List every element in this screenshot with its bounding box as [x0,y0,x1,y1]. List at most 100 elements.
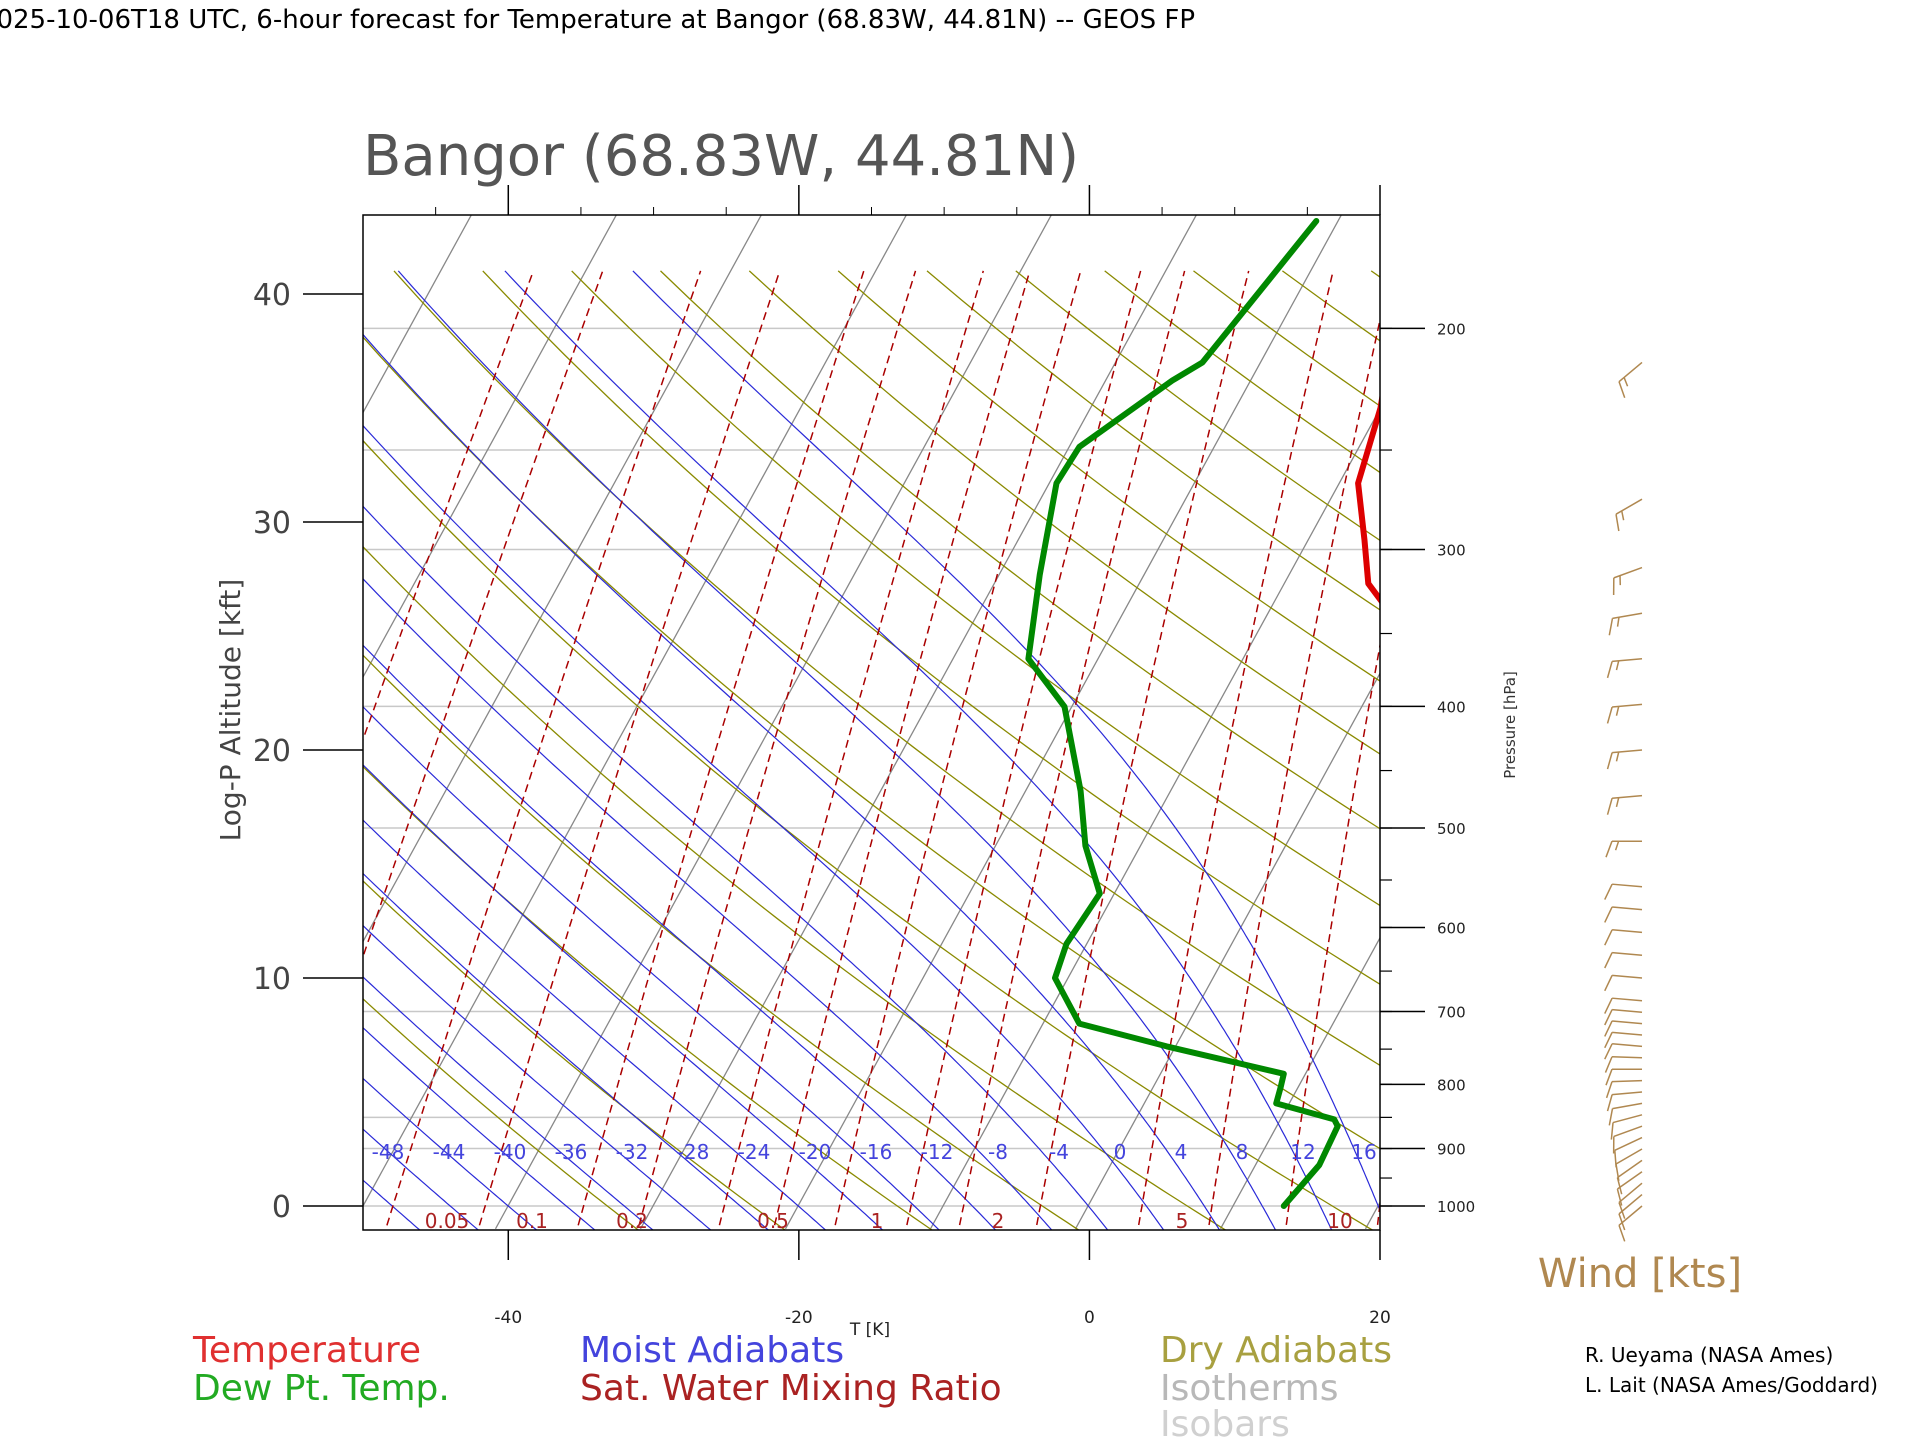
wind-barb-staff [1612,907,1642,910]
moist-adiabat-line [0,271,370,1238]
mixing-ratio-label: 10 [1327,1209,1352,1233]
legend-dry-adiabats: Dry Adiabats [1160,1330,1392,1371]
dry-adiabat-line [1815,271,1920,1238]
wind-barb [1605,930,1642,945]
pressure-tick-label: 500 [1437,820,1466,838]
dry-adiabat-line [1638,271,1920,1238]
mixing-ratio-label: 0.5 [757,1209,789,1233]
wind-barb [1605,953,1642,968]
y-tick-label: 30 [253,506,291,541]
wind-barb-flag [1605,930,1612,945]
header-title: Valid 2025-10-06T18 UTC, 6-hour forecast… [0,5,1195,35]
wind-barb-flag [1605,907,1612,922]
wind-barb [1608,750,1642,769]
isotherm-line [1656,203,1920,1229]
legend-temperature: Temperature [192,1330,421,1371]
wind-barb-staff [1612,1021,1642,1024]
credit-line-1: R. Ueyama (NASA Ames) [1585,1343,1833,1367]
y-tick-label: 20 [253,734,291,769]
wind-barb-flag [1609,1109,1612,1126]
x-tick-label: -40 [494,1308,522,1328]
wind-barb-staff [1612,704,1642,707]
moist-adiabat-label: 12 [1290,1140,1315,1164]
mixing-ratio-label: 0.1 [516,1209,548,1233]
isotherm-line [1076,203,1639,1229]
wind-barb-half-flag [1616,752,1618,761]
wind-barb [1619,1183,1642,1218]
dry-adiabat-line [0,271,648,1238]
x-tick-label: 20 [1369,1308,1391,1328]
mixing-ratio-line [832,271,1080,1238]
mixing-ratio-label: 1 [871,1209,884,1233]
wind-barb [1605,907,1642,922]
mixing-ratio-label: 2 [992,1209,1005,1233]
wind-barbs [1605,362,1642,1241]
wind-barb-flag [1608,753,1613,769]
wind-barb-half-flag [1616,841,1619,850]
wind-label: Wind [kts] [1538,1251,1742,1297]
legend-isotherms: Isotherms [1160,1368,1338,1409]
moist-adiabat-line [308,271,1224,1238]
wind-barb-staff [1612,975,1642,978]
wind-barb-staff [1612,1057,1642,1058]
wind-barb-flag [1606,841,1612,857]
pressure-tick-label: 800 [1437,1076,1466,1094]
wind-barb-staff [1616,1149,1642,1164]
wind-barb-flag [1605,884,1612,899]
wind-barb-staff [1612,1010,1642,1013]
dry-adiabat-line [661,271,1920,1238]
moist-adiabat-line [398,271,1279,1238]
wind-barb-staff [1612,1044,1642,1047]
dry-adiabat-line [1904,271,1920,1238]
wind-barb-half-flag [1616,798,1618,807]
dry-adiabat-line [39,271,1091,1238]
mixing-ratio-line [1034,271,1248,1238]
x-tick-label: 0 [1084,1308,1095,1328]
y-tick-label: 0 [272,1190,291,1225]
wind-barb-staff [1612,1092,1642,1095]
wind-barb-staff [1612,953,1642,956]
isotherm-line [0,203,333,1229]
moist-adiabat-line [0,271,777,1238]
chart-title: Bangor (68.83W, 44.81N) [363,124,1079,189]
wind-barb-staff [1616,499,1642,514]
wind-barb-staff [1619,362,1642,381]
mixing-ratio-label: 0.2 [616,1209,648,1233]
dewpoint-line [1028,221,1337,1206]
isotherm-line [206,203,769,1229]
pressure-tick-label: 400 [1437,698,1466,716]
mixing-ratio-line [904,271,1140,1238]
moist-adiabat-label: -28 [677,1140,710,1164]
moist-adiabat-label: -44 [433,1140,466,1164]
wind-barb [1609,613,1642,635]
wind-barb [1617,1160,1642,1194]
isotherm-line [61,203,624,1229]
wind-barb-staff [1612,659,1642,662]
dry-adiabat-line [1194,271,1920,1238]
wind-barb [1617,1172,1642,1206]
wind-barb-flag [1608,1095,1613,1111]
wind-barb-flag [1615,1150,1616,1167]
dry-adiabat-line [1727,271,1920,1238]
moist-adiabat-line [0,271,662,1238]
wind-barb-half-flag [1616,661,1618,670]
wind-barb-half-flag [1618,617,1619,626]
wind-barb [1606,841,1642,857]
isotherm-line [1801,203,1920,1229]
wind-barb-staff [1612,1032,1642,1035]
isotherm-line [1511,203,1920,1229]
wind-barb-staff [1614,1126,1642,1136]
moist-adiabat-label: 16 [1351,1140,1376,1164]
wind-barb [1608,659,1642,678]
wind-barb [1614,568,1642,595]
wind-barb-flag [1608,798,1613,814]
y-tick-label: 40 [253,278,291,313]
wind-barb-flag [1619,382,1625,398]
wind-barb-flag [1608,707,1613,723]
moist-adiabat-label: -20 [799,1140,832,1164]
pressure-tick-label: 1000 [1437,1198,1475,1216]
background-lines [0,203,1920,1238]
moist-adiabat-line [164,271,1114,1238]
mixing-ratio-line [1137,271,1334,1238]
dry-adiabat-line [1460,271,1920,1238]
